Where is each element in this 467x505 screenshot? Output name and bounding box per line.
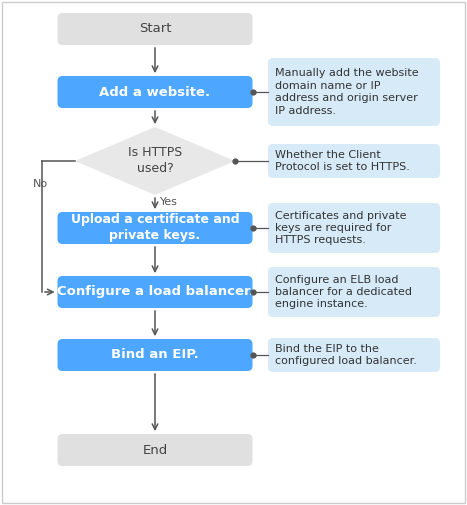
Text: Whether the Client
Protocol is set to HTTPS.: Whether the Client Protocol is set to HT… <box>275 150 410 172</box>
Text: Is HTTPS
used?: Is HTTPS used? <box>128 146 182 176</box>
Text: Configure a load balancer.: Configure a load balancer. <box>57 285 254 298</box>
FancyBboxPatch shape <box>268 338 440 372</box>
FancyBboxPatch shape <box>268 144 440 178</box>
Text: Manually add the website
domain name or IP
address and origin server
IP address.: Manually add the website domain name or … <box>275 68 418 116</box>
Polygon shape <box>75 127 235 195</box>
FancyBboxPatch shape <box>57 76 253 108</box>
Text: Start: Start <box>139 23 171 35</box>
Text: Bind the EIP to the
configured load balancer.: Bind the EIP to the configured load bala… <box>275 344 417 366</box>
Text: Certificates and private
keys are required for
HTTPS requests.: Certificates and private keys are requir… <box>275 211 406 245</box>
Text: No: No <box>32 179 48 189</box>
FancyBboxPatch shape <box>57 434 253 466</box>
Text: End: End <box>142 443 168 457</box>
FancyBboxPatch shape <box>268 267 440 317</box>
Text: Upload a certificate and
private keys.: Upload a certificate and private keys. <box>71 214 239 242</box>
Text: Add a website.: Add a website. <box>99 85 211 98</box>
FancyBboxPatch shape <box>57 276 253 308</box>
FancyBboxPatch shape <box>57 339 253 371</box>
Text: Configure an ELB load
balancer for a dedicated
engine instance.: Configure an ELB load balancer for a ded… <box>275 275 412 310</box>
Text: Yes: Yes <box>160 197 178 207</box>
Text: Bind an EIP.: Bind an EIP. <box>111 348 199 362</box>
FancyBboxPatch shape <box>57 13 253 45</box>
FancyBboxPatch shape <box>268 58 440 126</box>
FancyBboxPatch shape <box>57 212 253 244</box>
FancyBboxPatch shape <box>268 203 440 253</box>
